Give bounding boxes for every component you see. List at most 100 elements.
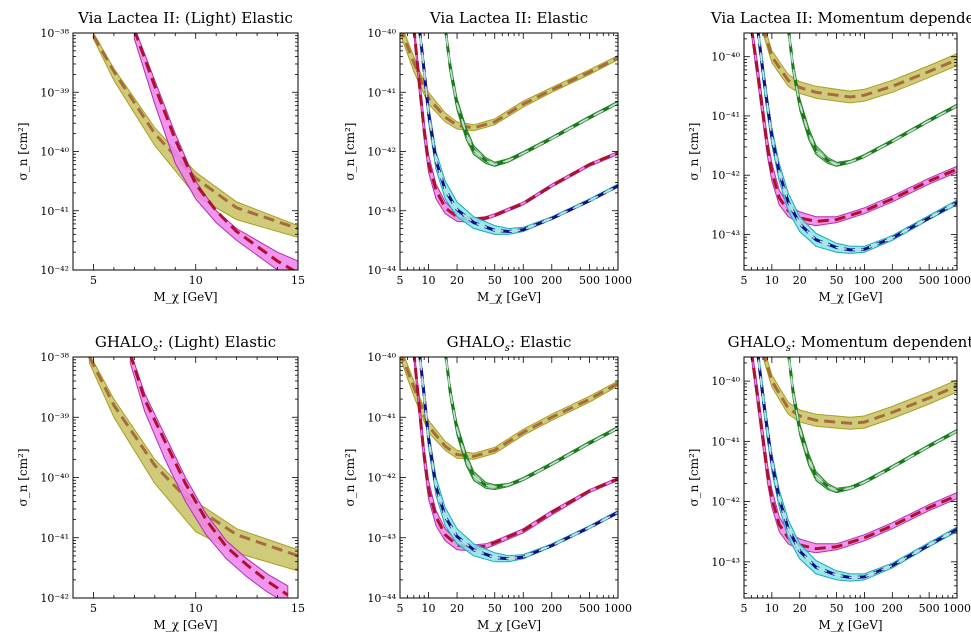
x-axis-label: M_χ [GeV]	[818, 290, 882, 304]
dashed-curve-green	[787, 33, 957, 167]
x-tick-label: 500	[919, 602, 940, 615]
x-tick-label: 20	[793, 274, 807, 287]
band-cyan	[418, 357, 618, 563]
x-tick-label: 500	[919, 274, 940, 287]
band-green	[444, 33, 618, 167]
y-axis-label: σ_n [cm²]	[687, 448, 701, 506]
dashed-curve-brown	[88, 357, 298, 558]
y-tick-label: 10⁻⁴⁰	[711, 51, 740, 64]
dashed-curve-light	[757, 357, 957, 579]
x-tick-label: 5	[741, 602, 748, 615]
dashed-curve-brown	[763, 33, 957, 99]
x-tick-label: 10	[765, 602, 779, 615]
y-tick-label: 10⁻⁴³	[711, 228, 740, 241]
x-tick-label: 20	[450, 274, 464, 287]
y-tick-label: 10⁻⁴¹	[367, 411, 396, 424]
plot-area	[750, 33, 957, 254]
x-tick-label: 200	[541, 274, 562, 287]
panel-title: GHALOs: Elastic	[447, 333, 572, 354]
plot-area	[750, 357, 957, 582]
plot-area	[88, 357, 298, 598]
band-magenta	[129, 357, 289, 598]
x-tick-label: 5	[90, 274, 97, 287]
chart-panel-6: 5 10 20 50 100 200 500 1000 10⁻⁴³ 10⁻⁴² 10⁻⁴¹ 10⁻⁴⁰…	[687, 333, 971, 632]
y-tick-label: 10⁻⁴⁰	[40, 146, 69, 159]
band-green	[787, 33, 957, 167]
y-axis-label: σ_n [cm²]	[343, 122, 357, 180]
x-tick-label: 5	[397, 274, 404, 287]
x-tick-label: 200	[882, 602, 903, 615]
band-cyan	[757, 357, 957, 582]
dashed-curve-light	[757, 33, 957, 251]
y-tick-label: 10⁻⁴²	[40, 264, 69, 277]
x-tick-label: 100	[854, 602, 875, 615]
chart-panel-3: 5 10 20 50 100 200 500 1000 10⁻⁴³ 10⁻⁴² 10⁻⁴¹ 10⁻⁴⁰…	[687, 9, 971, 304]
x-tick-label: 10	[189, 274, 203, 287]
dashed-curve-brown	[400, 357, 618, 458]
panel-title: Via Lactea II: Momentum dependent	[710, 9, 971, 27]
x-tick-label: 500	[579, 274, 600, 287]
band-cyan	[418, 33, 618, 235]
x-tick-label: 10	[765, 274, 779, 287]
band-magenta	[413, 33, 618, 224]
panel-title: Via Lactea II: (Light) Elastic	[77, 9, 293, 27]
y-tick-label: 10⁻⁴²	[367, 472, 396, 485]
dashed-curve-brown	[763, 357, 957, 425]
y-tick-label: 10⁻⁴²	[367, 146, 396, 159]
x-tick-label: 10	[422, 274, 436, 287]
y-tick-label: 10⁻⁴⁴	[367, 592, 396, 605]
y-tick-label: 10⁻⁴³	[711, 556, 740, 569]
y-tick-label: 10⁻⁴²	[711, 169, 740, 182]
plot-frame	[743, 32, 958, 271]
x-tick-label: 5	[90, 602, 97, 615]
dashed-curve-red	[750, 357, 957, 551]
dashed-curve-light	[419, 357, 618, 560]
x-axis-label: M_χ [GeV]	[153, 290, 217, 304]
y-axis-label: σ_n [cm²]	[16, 122, 30, 180]
y-tick-label: 10⁻⁴¹	[711, 110, 740, 123]
chart-panel-2: 5 10 20 50 100 200 500 1000 10⁻⁴⁴ 10⁻⁴³ 10⁻⁴² 10⁻⁴¹…	[343, 9, 632, 304]
x-tick-label: 5	[397, 602, 404, 615]
x-tick-label: 15	[291, 274, 305, 287]
y-tick-label: 10⁻³⁸	[40, 27, 69, 40]
dashed-curve-light	[788, 33, 957, 166]
band-magenta	[133, 33, 298, 270]
panel-title: GHALOs: (Light) Elastic	[95, 333, 276, 354]
x-tick-label: 1000	[943, 602, 971, 615]
panel-title: Via Lactea II: Elastic	[429, 9, 588, 27]
y-tick-label: 10⁻⁴⁴	[367, 264, 396, 277]
y-tick-label: 10⁻⁴²	[711, 496, 740, 509]
x-tick-label: 5	[741, 274, 748, 287]
x-tick-label: 1000	[943, 274, 971, 287]
plot-area	[400, 33, 618, 235]
band-magenta	[750, 33, 957, 227]
x-tick-label: 50	[830, 602, 844, 615]
chart-panel-5: 5 10 20 50 100 200 500 1000 10⁻⁴⁴ 10⁻⁴³ 10⁻⁴² 10⁻⁴¹…	[343, 333, 632, 632]
y-tick-label: 10⁻⁴¹	[40, 532, 69, 545]
dashed-curve-red	[133, 33, 296, 270]
chart-panel-4: 5 10 15 10⁻⁴² 10⁻⁴¹ 10⁻⁴⁰ 10⁻³⁹ 10⁻³⁸ GHALOs: (L…	[16, 333, 305, 632]
x-tick-label: 50	[830, 274, 844, 287]
y-tick-label: 10⁻³⁹	[40, 411, 69, 424]
x-axis-label: M_χ [GeV]	[153, 618, 217, 632]
band-green	[787, 357, 957, 494]
x-tick-label: 50	[488, 274, 502, 287]
x-tick-label: 15	[291, 602, 305, 615]
panel-title: GHALOs: Momentum dependent	[728, 333, 971, 354]
y-tick-label: 10⁻⁴⁰	[367, 27, 396, 40]
x-tick-label: 200	[541, 602, 562, 615]
x-tick-label: 50	[488, 602, 502, 615]
x-tick-label: 10	[422, 602, 436, 615]
y-tick-label: 10⁻⁴²	[40, 592, 69, 605]
y-axis-label: σ_n [cm²]	[16, 448, 30, 506]
y-tick-label: 10⁻⁴¹	[711, 435, 740, 448]
y-tick-label: 10⁻⁴¹	[40, 205, 69, 218]
y-tick-label: 10⁻⁴⁰	[711, 375, 740, 388]
dashed-curve-light	[445, 357, 618, 488]
band-yellow	[400, 357, 618, 460]
x-tick-label: 100	[854, 274, 875, 287]
y-tick-label: 10⁻⁴⁰	[367, 351, 396, 364]
x-tick-label: 100	[513, 602, 534, 615]
